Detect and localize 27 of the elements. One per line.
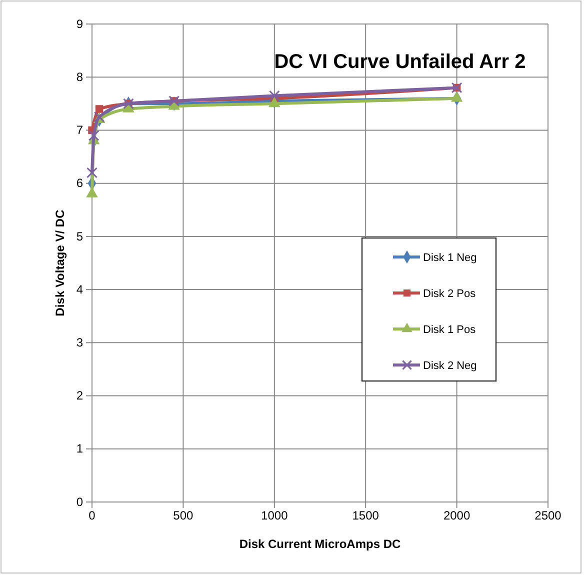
- legend-label: Disk 2 Neg: [423, 360, 477, 372]
- legend-label: Disk 1 Neg: [423, 252, 477, 264]
- x-tick-label: 2500: [534, 508, 562, 523]
- legend-label: Disk 2 Pos: [423, 288, 476, 300]
- x-tick-label: 2000: [443, 508, 470, 523]
- y-tick-label: 3: [76, 336, 84, 350]
- y-tick-label: 2: [76, 388, 84, 403]
- x-tick-label: 500: [173, 508, 194, 523]
- point: [88, 130, 100, 142]
- legend-label: Disk 1 Pos: [423, 324, 476, 336]
- y-axis-title: Disk Voltage V/ DC: [53, 209, 67, 316]
- x-tick-label: 0: [88, 508, 96, 523]
- y-tick-label: 7: [76, 123, 84, 138]
- text: DC VI Curve Unfailed Arr 2: [274, 51, 526, 73]
- x-tick-label: 1500: [352, 508, 380, 523]
- point: [86, 167, 98, 178]
- y-tick-label: 8: [76, 70, 84, 84]
- y-tick-label: 9: [76, 16, 84, 31]
- y-tick-label: 0: [76, 494, 84, 509]
- point: [95, 105, 104, 113]
- y-tick-label: 6: [76, 176, 84, 190]
- point: [268, 90, 280, 102]
- x-axis-title: Disk Current MicroAmps DC: [239, 537, 402, 551]
- y-tick-label: 1: [76, 442, 84, 456]
- y-tick-label: 4: [76, 282, 84, 296]
- y-tick-label: 5: [76, 229, 84, 244]
- x-tick-label: 1000: [261, 508, 288, 523]
